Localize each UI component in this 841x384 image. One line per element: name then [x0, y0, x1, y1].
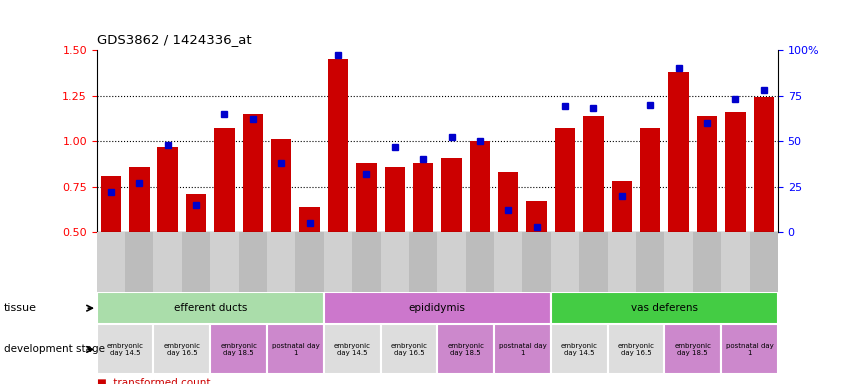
- Bar: [97, 324, 153, 374]
- Text: postnatal day
1: postnatal day 1: [726, 343, 774, 356]
- Bar: [267, 232, 295, 292]
- Bar: [328, 59, 348, 232]
- Text: embryonic
day 18.5: embryonic day 18.5: [220, 343, 257, 356]
- Bar: [182, 232, 210, 292]
- Bar: [607, 232, 636, 292]
- Text: embryonic
day 18.5: embryonic day 18.5: [447, 343, 484, 356]
- Bar: [551, 324, 607, 374]
- Bar: [324, 324, 380, 374]
- Text: embryonic
day 16.5: embryonic day 16.5: [163, 343, 200, 356]
- Text: vas deferens: vas deferens: [631, 303, 698, 313]
- Bar: [721, 232, 749, 292]
- Bar: [271, 139, 292, 232]
- Text: embryonic
day 14.5: embryonic day 14.5: [334, 343, 371, 356]
- Bar: [242, 114, 263, 232]
- Bar: [607, 324, 664, 374]
- Text: tissue: tissue: [4, 303, 37, 313]
- Text: embryonic
day 16.5: embryonic day 16.5: [390, 343, 427, 356]
- Bar: [356, 163, 377, 232]
- Bar: [611, 181, 632, 232]
- Bar: [442, 157, 462, 232]
- Text: embryonic
day 16.5: embryonic day 16.5: [617, 343, 654, 356]
- Bar: [299, 207, 320, 232]
- Bar: [640, 128, 660, 232]
- Bar: [696, 116, 717, 232]
- Text: embryonic
day 14.5: embryonic day 14.5: [561, 343, 598, 356]
- Bar: [664, 232, 693, 292]
- Bar: [186, 194, 206, 232]
- Bar: [210, 232, 239, 292]
- Bar: [494, 324, 551, 374]
- Bar: [555, 128, 575, 232]
- Bar: [636, 232, 664, 292]
- Bar: [153, 324, 210, 374]
- Bar: [754, 98, 774, 232]
- Text: epididymis: epididymis: [409, 303, 466, 313]
- Bar: [437, 324, 494, 374]
- Text: efferent ducts: efferent ducts: [173, 303, 247, 313]
- Bar: [324, 232, 352, 292]
- Bar: [380, 324, 437, 374]
- Bar: [522, 232, 551, 292]
- Bar: [324, 292, 551, 324]
- Bar: [437, 232, 466, 292]
- Bar: [693, 232, 721, 292]
- Bar: [125, 232, 153, 292]
- Bar: [129, 167, 150, 232]
- Bar: [498, 172, 519, 232]
- Bar: [664, 324, 721, 374]
- Bar: [669, 72, 689, 232]
- Text: postnatal day
1: postnatal day 1: [499, 343, 547, 356]
- Bar: [725, 112, 746, 232]
- Text: postnatal day
1: postnatal day 1: [272, 343, 320, 356]
- Bar: [409, 232, 437, 292]
- Bar: [352, 232, 380, 292]
- Text: development stage: development stage: [4, 344, 105, 354]
- Bar: [551, 292, 778, 324]
- Bar: [413, 163, 433, 232]
- Bar: [97, 232, 125, 292]
- Text: ■  transformed count: ■ transformed count: [97, 378, 210, 384]
- Bar: [494, 232, 522, 292]
- Bar: [721, 324, 778, 374]
- Bar: [583, 116, 604, 232]
- Bar: [101, 176, 121, 232]
- Bar: [210, 324, 267, 374]
- Text: embryonic
day 14.5: embryonic day 14.5: [107, 343, 144, 356]
- Text: GDS3862 / 1424336_at: GDS3862 / 1424336_at: [97, 33, 251, 46]
- Bar: [749, 232, 778, 292]
- Bar: [157, 147, 178, 232]
- Bar: [526, 201, 547, 232]
- Bar: [551, 232, 579, 292]
- Bar: [295, 232, 324, 292]
- Bar: [579, 232, 607, 292]
- Bar: [267, 324, 324, 374]
- Bar: [239, 232, 267, 292]
- Bar: [466, 232, 495, 292]
- Text: embryonic
day 18.5: embryonic day 18.5: [674, 343, 711, 356]
- Bar: [97, 292, 324, 324]
- Bar: [153, 232, 182, 292]
- Bar: [380, 232, 409, 292]
- Bar: [384, 167, 405, 232]
- Bar: [214, 128, 235, 232]
- Bar: [469, 141, 490, 232]
